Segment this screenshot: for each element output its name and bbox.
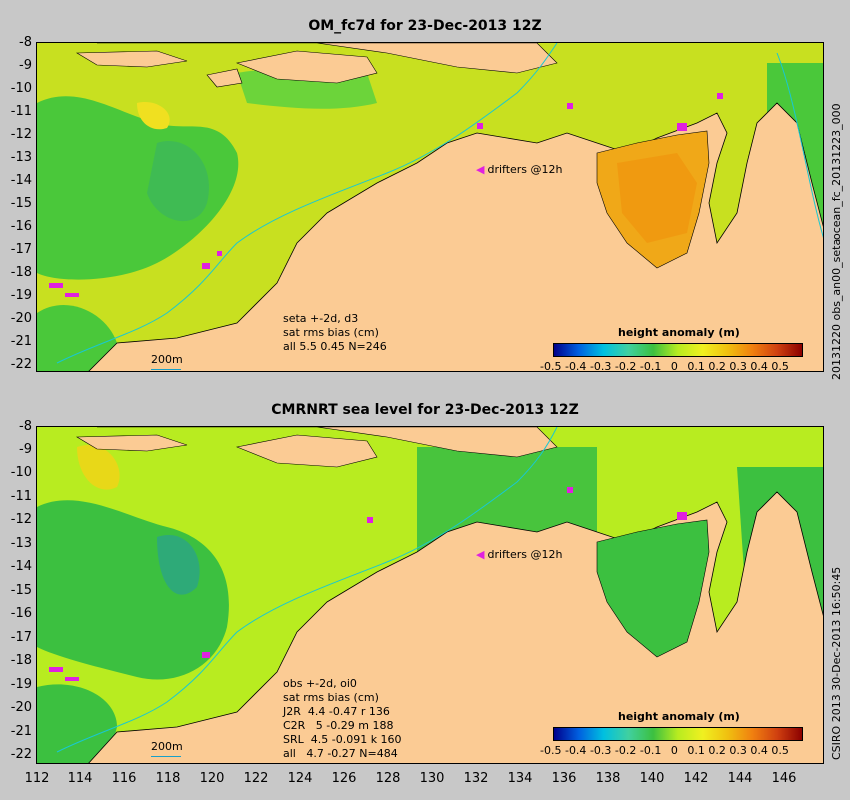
top-drifters-legend: ◀ drifters @12h — [476, 163, 563, 176]
top-ytick: -12 — [10, 127, 32, 142]
bottom-ytick: -8 — [19, 419, 32, 434]
cb-tick: -0.3 — [589, 360, 612, 373]
top-colorbar — [553, 343, 803, 357]
bottom-scale-line — [151, 756, 181, 757]
top-ytick: -21 — [10, 334, 32, 349]
bottom-side-label: CSIRO 2013 30-Dec-2013 16:50:45 — [830, 566, 843, 760]
cb-tick: 0.5 — [771, 360, 789, 373]
cb-tick: -0.4 — [564, 744, 587, 757]
top-scale-line — [151, 369, 181, 370]
drifter-arrow-icon: ◀ — [476, 163, 485, 176]
xtick: 116 — [111, 771, 137, 786]
cb-tick: 0.4 — [750, 360, 768, 373]
xtick: 142 — [683, 771, 709, 786]
top-ytick: -22 — [10, 357, 32, 372]
bottom-ytick: -10 — [10, 465, 32, 480]
top-ytick: -10 — [10, 81, 32, 96]
top-ytick: -16 — [10, 219, 32, 234]
cb-tick: 0.5 — [771, 744, 789, 757]
xtick: 138 — [595, 771, 621, 786]
bottom-ytick: -18 — [10, 653, 32, 668]
top-side-label-lower: 20131220 obs_an00_seta — [830, 238, 843, 380]
bottom-ytick: -22 — [10, 747, 32, 762]
bottom-ytick: -12 — [10, 512, 32, 527]
cb-tick: 0.1 — [687, 360, 705, 373]
top-ytick: -18 — [10, 265, 32, 280]
bottom-ytick: -14 — [10, 559, 32, 574]
xtick: 122 — [243, 771, 269, 786]
cb-tick: 0.4 — [750, 744, 768, 757]
cb-tick: 0.2 — [708, 744, 726, 757]
bottom-drifters-legend: ◀ drifters @12h — [476, 548, 563, 561]
top-map-graphic — [37, 43, 823, 371]
xtick: 144 — [727, 771, 753, 786]
bottom-colorbar-title: height anomaly (m) — [618, 710, 740, 723]
top-ytick: -14 — [10, 173, 32, 188]
bottom-ytick: -11 — [10, 489, 32, 504]
xtick: 120 — [199, 771, 225, 786]
bottom-ytick: -19 — [10, 677, 32, 692]
xtick: 124 — [287, 771, 313, 786]
bottom-ytick: -15 — [10, 583, 32, 598]
top-ytick: -15 — [10, 196, 32, 211]
xtick: 134 — [507, 771, 533, 786]
drifter-arrow-icon: ◀ — [476, 548, 485, 561]
cb-tick: 0.2 — [708, 360, 726, 373]
xtick: 112 — [24, 771, 50, 786]
bottom-colorbar — [553, 727, 803, 741]
xtick: 114 — [67, 771, 93, 786]
cb-tick: 0.3 — [729, 360, 747, 373]
cb-tick: -0.3 — [589, 744, 612, 757]
top-ytick: -13 — [10, 150, 32, 165]
cb-tick: -0.5 — [540, 360, 562, 373]
cb-tick: 0 — [670, 360, 678, 373]
bottom-drifters-label: drifters @12h — [487, 548, 563, 561]
bottom-ytick: -9 — [19, 442, 32, 457]
cb-tick: -0.2 — [614, 744, 637, 757]
top-ytick: -9 — [19, 58, 32, 73]
top-ytick: -20 — [10, 311, 32, 326]
bottom-ytick: -17 — [10, 630, 32, 645]
top-ytick: -8 — [19, 35, 32, 50]
top-map — [36, 42, 824, 372]
cb-tick: -0.1 — [639, 744, 662, 757]
top-side-label: ocean_fc_20131223_000 — [830, 103, 843, 240]
xtick: 132 — [463, 771, 489, 786]
cb-tick: 0.3 — [729, 744, 747, 757]
cb-tick: 0.1 — [687, 744, 705, 757]
top-colorbar-ticks: -0.5 -0.4 -0.3 -0.2 -0.1 0 0.1 0.2 0.3 0… — [540, 360, 789, 373]
top-ytick: -17 — [10, 242, 32, 257]
bottom-ytick: -21 — [10, 724, 32, 739]
top-stats-info: seta +-2d, d3 sat rms bias (cm) all 5.5 … — [283, 312, 387, 353]
bottom-ytick: -20 — [10, 700, 32, 715]
top-panel-title: OM_fc7d for 23-Dec-2013 12Z — [308, 18, 542, 34]
bottom-map-graphic — [37, 427, 823, 763]
xtick: 118 — [155, 771, 181, 786]
top-drifters-label: drifters @12h — [487, 163, 563, 176]
bottom-ytick: -16 — [10, 606, 32, 621]
bottom-stats-info: obs +-2d, oi0 sat rms bias (cm) J2R 4.4 … — [283, 677, 402, 760]
xtick: 130 — [419, 771, 445, 786]
top-scale-label: 200m — [151, 353, 183, 366]
cb-tick: 0 — [670, 744, 678, 757]
bottom-ytick: -13 — [10, 536, 32, 551]
xtick: 140 — [639, 771, 665, 786]
cb-tick: -0.1 — [639, 360, 662, 373]
cb-tick: -0.2 — [614, 360, 637, 373]
xtick: 136 — [551, 771, 577, 786]
top-ytick: -19 — [10, 288, 32, 303]
bottom-scale-label: 200m — [151, 740, 183, 753]
xtick: 128 — [375, 771, 401, 786]
cb-tick: -0.4 — [564, 360, 587, 373]
xtick: 126 — [331, 771, 357, 786]
bottom-colorbar-ticks: -0.5 -0.4 -0.3 -0.2 -0.1 0 0.1 0.2 0.3 0… — [540, 744, 789, 757]
top-colorbar-title: height anomaly (m) — [618, 326, 740, 339]
bottom-map — [36, 426, 824, 764]
xtick: 146 — [771, 771, 797, 786]
bottom-panel-title: CMRNRT sea level for 23-Dec-2013 12Z — [271, 402, 579, 418]
top-ytick: -11 — [10, 104, 32, 119]
cb-tick: -0.5 — [540, 744, 562, 757]
